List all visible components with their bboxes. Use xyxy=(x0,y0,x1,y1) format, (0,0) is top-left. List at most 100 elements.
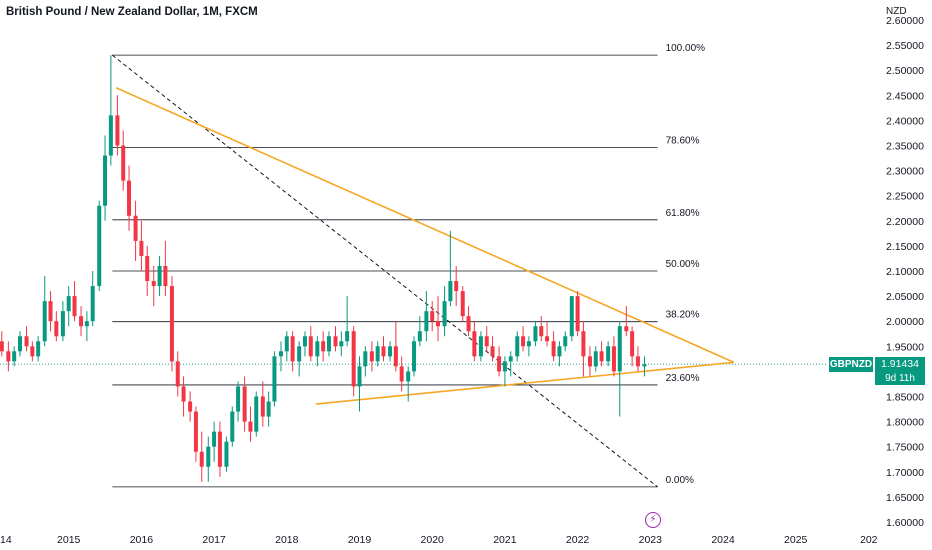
candle xyxy=(308,326,313,362)
currency-label: NZD xyxy=(886,6,907,17)
x-tick-label: 2017 xyxy=(202,534,226,546)
x-tick-label: 202 xyxy=(860,534,878,546)
candle-body xyxy=(611,346,616,372)
y-tick-label: 1.65000 xyxy=(886,492,924,504)
candle xyxy=(339,331,344,357)
fib-level-label: 38.20% xyxy=(666,310,700,321)
candle xyxy=(472,321,477,362)
candle-body xyxy=(551,341,556,357)
candle-body xyxy=(60,311,65,337)
candle xyxy=(412,336,417,377)
y-tick-label: 2.45000 xyxy=(886,90,924,102)
candle xyxy=(242,376,247,432)
candle-body xyxy=(84,321,89,327)
candle xyxy=(624,306,629,337)
candle-body xyxy=(533,326,538,342)
price-axis[interactable]: 1.60000 1.65000 1.70000 1.75000 1.80000 1.850… xyxy=(886,15,924,529)
candle xyxy=(617,321,622,417)
candle-body xyxy=(490,346,495,357)
candle-body xyxy=(357,366,362,387)
y-tick-label: 2.30000 xyxy=(886,166,924,178)
candle-body xyxy=(12,351,17,362)
candle xyxy=(72,281,77,322)
x-tick-label: 2021 xyxy=(493,534,517,546)
candle-body xyxy=(48,301,53,322)
candle-body xyxy=(248,421,253,432)
y-tick-label: 1.60000 xyxy=(886,517,924,529)
candle-body xyxy=(260,396,265,417)
candle-body xyxy=(502,361,507,372)
candle xyxy=(188,391,193,422)
candle xyxy=(357,356,362,412)
candle-body xyxy=(515,336,520,357)
candle-body xyxy=(139,240,144,256)
candle xyxy=(575,291,580,337)
candle-body xyxy=(630,331,635,357)
candle-body xyxy=(424,311,429,332)
y-tick-label: 2.10000 xyxy=(886,266,924,278)
candle xyxy=(375,341,380,367)
fib-level-label: 23.60% xyxy=(666,373,700,384)
candle xyxy=(321,331,326,362)
candlestick-series xyxy=(0,55,647,482)
candle-body xyxy=(539,326,544,337)
candle-body xyxy=(217,431,222,467)
candle xyxy=(12,346,17,367)
candle xyxy=(284,331,289,362)
candle xyxy=(606,341,611,367)
candle xyxy=(587,346,592,377)
candle-body xyxy=(369,351,374,362)
candle xyxy=(217,421,222,477)
candle xyxy=(127,165,132,231)
candle-body xyxy=(351,331,356,387)
candle-body xyxy=(302,336,307,347)
candle-body xyxy=(375,346,380,362)
fib-level-label: 0.00% xyxy=(666,475,694,486)
candle xyxy=(508,351,513,377)
candle xyxy=(230,406,235,447)
candle-body xyxy=(333,336,338,347)
candle xyxy=(642,356,647,377)
candle xyxy=(163,240,168,297)
candle xyxy=(551,331,556,362)
candle-body xyxy=(181,386,186,402)
candle xyxy=(363,346,368,377)
candle-body xyxy=(345,331,350,342)
candle xyxy=(30,341,35,362)
x-tick-label: 2016 xyxy=(130,534,154,546)
candle xyxy=(133,200,138,261)
symbol-badge[interactable]: GBPNZD xyxy=(829,357,873,372)
trendline[interactable] xyxy=(315,361,734,405)
candle xyxy=(599,341,604,367)
bar-countdown: 9d 11h xyxy=(875,372,925,385)
candle-body xyxy=(472,331,477,357)
candle xyxy=(193,406,198,462)
candle xyxy=(139,220,144,271)
fibonacci-retracement[interactable]: 100.00% 78.60% 61.80% 50.00% 38.20% 23.60% 0.0… xyxy=(112,43,706,488)
candle-body xyxy=(36,341,41,357)
candle xyxy=(545,321,550,347)
candle-body xyxy=(212,431,217,447)
time-axis[interactable]: 14 2015 2016 2017 2018 2019 2020 2021 2022 2023 20… xyxy=(0,534,878,546)
candle-body xyxy=(163,265,168,287)
x-tick-label: 2015 xyxy=(57,534,81,546)
fib-level-label: 100.00% xyxy=(666,43,706,54)
candle-body xyxy=(545,336,550,342)
candle xyxy=(381,336,386,362)
candle xyxy=(297,341,302,377)
candle-body xyxy=(617,326,622,372)
candle-body xyxy=(484,336,489,347)
candle xyxy=(448,230,453,307)
trendline[interactable] xyxy=(115,87,735,364)
candle xyxy=(157,255,162,297)
candle-body xyxy=(593,351,598,367)
candle xyxy=(48,291,53,332)
candle xyxy=(460,286,465,322)
candle-body xyxy=(642,364,647,367)
candle-body xyxy=(97,205,102,287)
lightning-icon[interactable]: ⚡ xyxy=(645,512,661,528)
candle xyxy=(236,381,241,422)
candle xyxy=(521,326,526,352)
candle xyxy=(442,286,447,337)
